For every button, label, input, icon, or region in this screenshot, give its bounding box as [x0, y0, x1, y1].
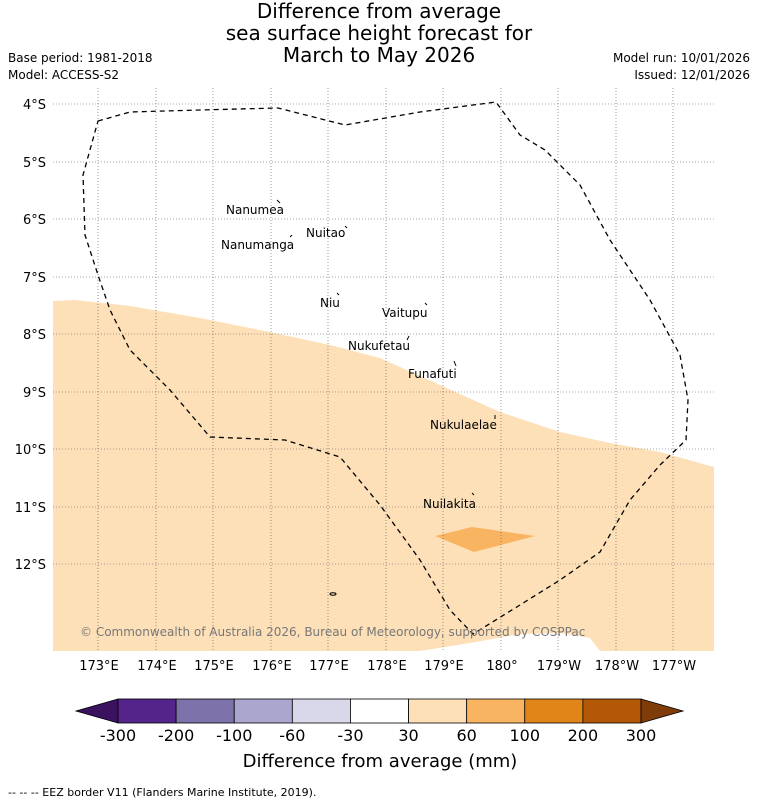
lat-label: 9°S	[23, 386, 46, 401]
place-vaitupu: Vaitupu	[382, 306, 428, 320]
lat-label: 6°S	[23, 213, 46, 228]
colorbar-tick-label: -100	[216, 726, 252, 745]
colorbar-tick-label: 60	[456, 726, 476, 745]
colorbar	[74, 698, 685, 724]
place-nuitao: Nuitao	[306, 226, 345, 240]
title-line-2: sea surface height forecast for	[225, 21, 533, 45]
map-title: Difference from average sea surface heig…	[0, 0, 758, 66]
title-line-3: March to May 2026	[282, 43, 476, 67]
colorbar-extend-high	[640, 698, 685, 724]
colorbar-tick-label: -300	[100, 726, 136, 745]
colorbar-tick-label: -30	[337, 726, 363, 745]
lon-label: 180°	[486, 659, 517, 674]
colorbar-segment	[117, 698, 177, 724]
lon-label: 173°E	[79, 659, 119, 674]
model-run: Model run: 10/01/2026	[612, 51, 750, 65]
lon-label: 178°W	[595, 659, 639, 674]
gridlines	[53, 88, 714, 651]
copyright-text: © Commonwealth of Australia 2026, Bureau…	[80, 625, 585, 639]
model-name: Model: ACCESS-S2	[8, 68, 120, 82]
lat-label: 4°S	[23, 98, 46, 113]
colorbar-segment	[233, 698, 293, 724]
colorbar-segment	[175, 698, 235, 724]
lat-label: 8°S	[23, 328, 46, 343]
colorbar-tick-label: -200	[158, 726, 194, 745]
latitude-labels: 4°S 5°S 6°S 7°S 8°S 9°S 10°S 11°S 12°S	[15, 98, 46, 573]
lat-label: 12°S	[15, 558, 46, 573]
place-nanumea: Nanumea	[226, 203, 284, 217]
colorbar-segment	[582, 698, 642, 724]
place-nanumanga: Nanumanga	[221, 238, 294, 252]
eez-border	[82, 101, 689, 635]
place-nukulaelae: Nukulaelae	[430, 418, 497, 432]
lon-label: 179°E	[424, 659, 464, 674]
anomaly-patch-60-100	[435, 527, 535, 552]
lat-label: 10°S	[15, 443, 46, 458]
anomaly-band-30-60	[53, 300, 714, 651]
meta-right: Model run: 10/01/2026 Issued: 12/01/2026	[613, 50, 750, 84]
colorbar-label: Difference from average (mm)	[243, 751, 518, 772]
lon-label: 177°W	[652, 659, 696, 674]
colorbar-segment	[291, 698, 351, 724]
colorbar-tick-label: -60	[279, 726, 305, 745]
colorbar-tick-label: 200	[568, 726, 599, 745]
colorbar-segment	[350, 698, 409, 724]
lon-label: 174°E	[137, 659, 177, 674]
issued-date: Issued: 12/01/2026	[634, 68, 750, 82]
lon-label: 175°E	[194, 659, 234, 674]
meta-left: Base period: 1981-2018 Model: ACCESS-S2	[8, 50, 153, 84]
place-nukufetau: Nukufetau	[348, 339, 410, 353]
colorbar-tick-label: 100	[510, 726, 541, 745]
lat-label: 11°S	[15, 501, 46, 516]
colorbar-segment	[466, 698, 526, 724]
place-nuilakita: Nuilakita	[423, 497, 476, 511]
lat-label: 5°S	[23, 156, 46, 171]
colorbar-ticks: -300 -200 -100 -60 -30 30 60 100 200 300	[100, 726, 656, 745]
lon-label: 178°E	[367, 659, 407, 674]
island-marks	[276, 199, 496, 596]
title-line-1: Difference from average	[256, 0, 502, 23]
colorbar-segment	[408, 698, 468, 724]
place-labels: Nanumea Nuitao Nanumanga Niu Vaitupu Nuk…	[221, 203, 497, 511]
map-area	[53, 88, 714, 651]
place-funafuti: Funafuti	[408, 367, 457, 381]
colorbar-segment	[524, 698, 584, 724]
lon-label: 176°E	[252, 659, 292, 674]
lat-label: 7°S	[23, 271, 46, 286]
place-niu: Niu	[320, 296, 340, 310]
lon-label: 179°W	[537, 659, 581, 674]
colorbar-tick-label: 30	[398, 726, 418, 745]
longitude-labels: 173°E 174°E 175°E 176°E 177°E 178°E 179°…	[79, 659, 696, 674]
colorbar-tick-label: 300	[626, 726, 657, 745]
base-period: Base period: 1981-2018	[8, 51, 153, 65]
lon-label: 177°E	[309, 659, 349, 674]
eez-border-legend: -- -- -- EEZ border V11 (Flanders Marine…	[8, 786, 317, 799]
colorbar-extend-low	[74, 698, 119, 724]
